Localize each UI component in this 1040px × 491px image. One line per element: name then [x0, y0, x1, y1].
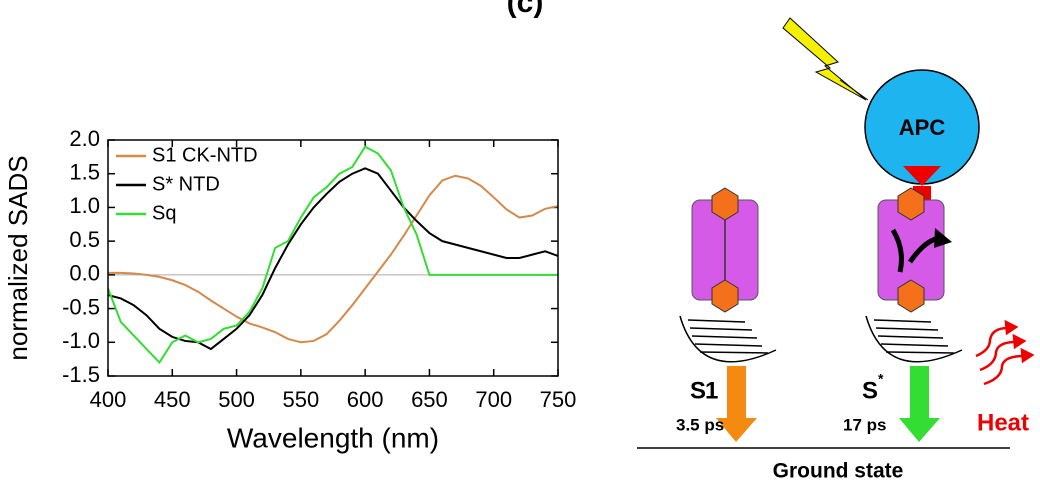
- legend-label: Sq: [152, 202, 176, 224]
- y-axis-label: normalized SADS: [3, 155, 33, 360]
- x-tick-label: 650: [411, 387, 448, 412]
- state-sub: 1: [705, 377, 718, 404]
- y-tick-label: 0.5: [69, 227, 100, 252]
- state-label: S: [862, 377, 878, 404]
- series-line: [107, 145, 558, 365]
- series-line: [107, 167, 559, 351]
- green-arrow: [910, 366, 929, 420]
- chart: -1.5 -1.0 -0.5 0.0 0.5 1.0 1.5 2.0 400 450 500 550 6…: [3, 126, 576, 454]
- y-tick-label: 0.0: [69, 261, 100, 286]
- panel-label: (c): [507, 0, 544, 19]
- well-left: [679, 315, 777, 363]
- y-tick-label: -1.0: [62, 328, 100, 353]
- green-arrow-head: [899, 418, 940, 442]
- legend-label: S1 CK-NTD: [152, 144, 258, 166]
- lightning: [782, 17, 867, 101]
- red-arrow-head: [903, 166, 941, 186]
- lifetime: 17 ps: [843, 415, 886, 434]
- y-tick-label: -0.5: [62, 294, 100, 319]
- apc-label: APC: [899, 115, 946, 140]
- y-tick-label: 2.0: [69, 126, 100, 151]
- state-label: S: [690, 377, 706, 404]
- well-right: [865, 315, 963, 363]
- protein-left: [691, 187, 759, 313]
- x-tick-label: 400: [90, 387, 127, 412]
- state-sup: *: [878, 371, 884, 387]
- orange-arrow-head: [716, 418, 757, 442]
- ground-label: Ground state: [773, 460, 904, 483]
- plot-frame: [107, 139, 559, 377]
- y-tick-label: 1.5: [69, 160, 100, 185]
- x-axis-label: Wavelength (nm): [227, 422, 439, 453]
- x-tick-label: 550: [282, 387, 319, 412]
- y-tick-label: -1.5: [62, 362, 100, 387]
- x-tick-label: 600: [347, 387, 384, 412]
- series-line: [108, 174, 559, 344]
- x-tick-label: 450: [154, 387, 191, 412]
- y-tick-label: 1.0: [69, 193, 100, 218]
- x-tick-label: 750: [540, 387, 577, 412]
- orange-arrow: [727, 366, 746, 420]
- protein-right: [877, 187, 952, 313]
- diagram: APC: [637, 17, 1035, 483]
- x-tick-label: 700: [475, 387, 512, 412]
- light-line: [839, 79, 869, 101]
- legend-label: S* NTD: [152, 173, 220, 195]
- heat-waves: [975, 319, 1035, 386]
- heat-label: Heat: [977, 409, 1029, 436]
- lifetime: 3.5 ps: [676, 415, 724, 434]
- x-tick-label: 500: [218, 387, 255, 412]
